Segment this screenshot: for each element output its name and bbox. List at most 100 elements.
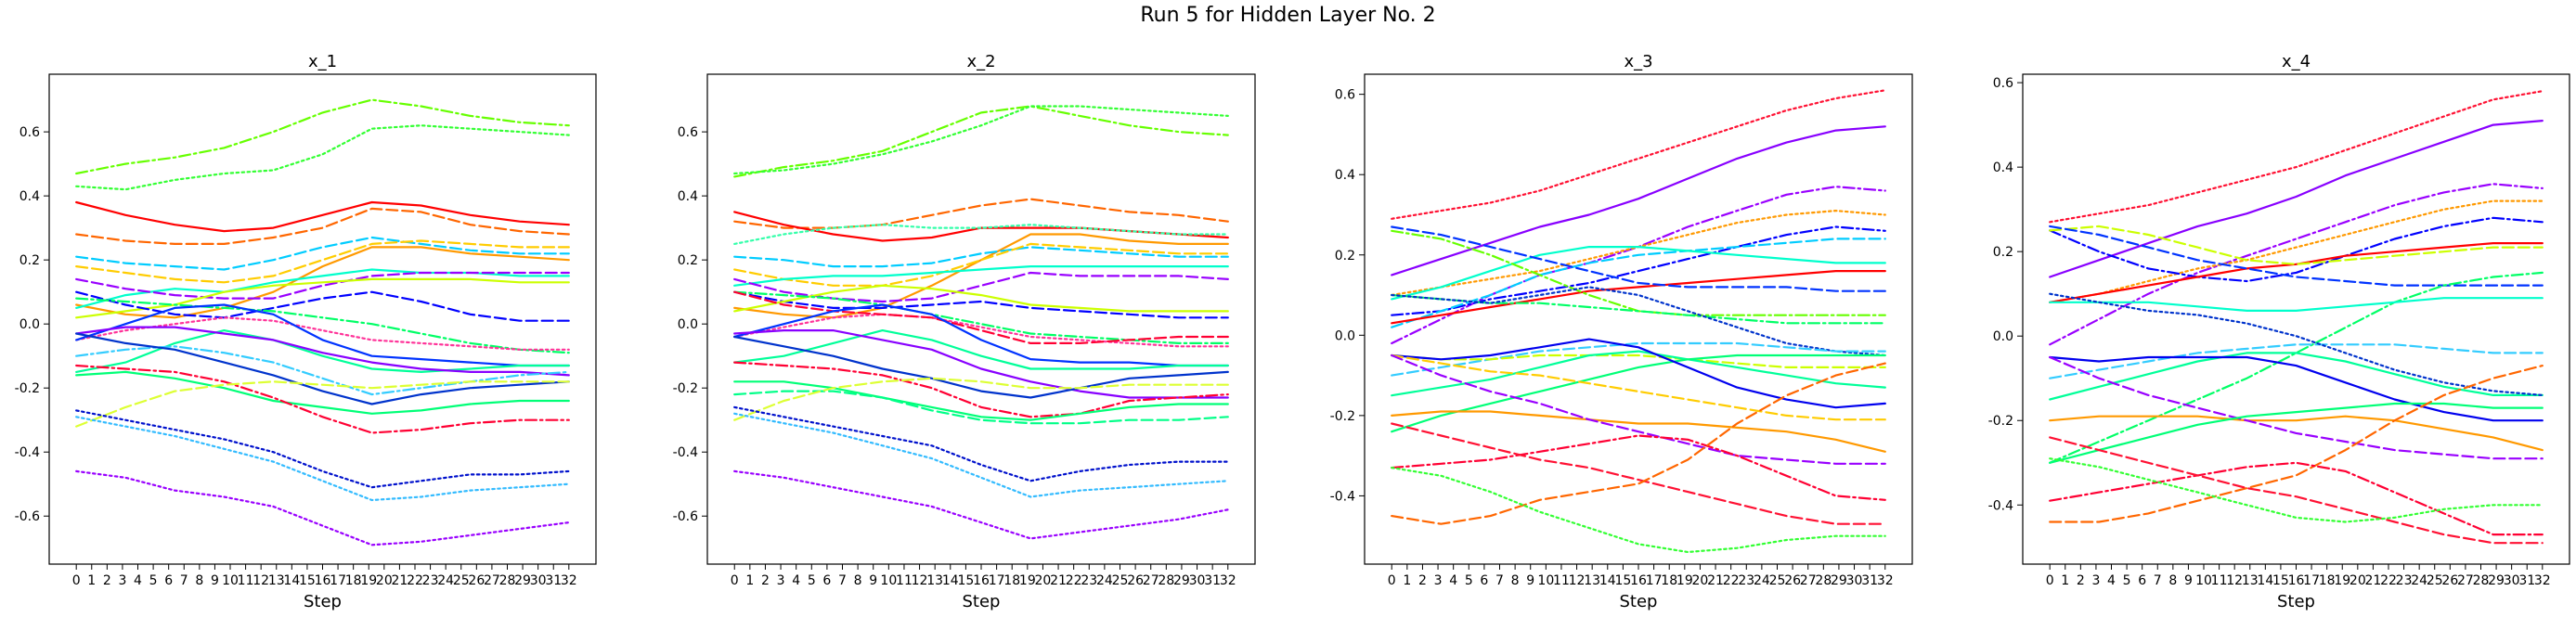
series-line-x_3-15 — [1391, 353, 1886, 433]
x-tick-label: 22 — [1723, 573, 1740, 588]
series-line-x_3-8 — [1391, 225, 1886, 292]
y-tick-label: -0.2 — [673, 381, 698, 396]
x-tick-label: 10 — [1537, 573, 1554, 588]
x-tick-label: 11 — [1553, 573, 1570, 588]
series-line-x_3-17 — [1391, 353, 1886, 421]
series-line-x_4-5 — [2049, 242, 2544, 303]
series-line-x_1-10 — [75, 290, 570, 322]
series-line-x_1-23 — [75, 469, 570, 546]
series-line-x_3-21 — [1391, 422, 1886, 525]
x-tick-label: 6 — [822, 573, 831, 588]
x-tick-label: 17 — [989, 573, 1005, 588]
x-tick-label: 7 — [180, 573, 188, 588]
series-line-x_3-19 — [1391, 353, 1886, 465]
x-tick-label: 24 — [2411, 573, 2427, 588]
x-tick-label: 15 — [2272, 573, 2289, 588]
series-line-x_3-18 — [1391, 410, 1886, 453]
x-tick-label: 27 — [2457, 573, 2474, 588]
series-line-x_4-15 — [2049, 355, 2544, 460]
x-tick-label: 0 — [731, 573, 739, 588]
x-tick-label: 18 — [345, 573, 362, 588]
x-tick-label: 20 — [1035, 573, 1052, 588]
series-line-x_4-6 — [2049, 225, 2544, 265]
x-tick-label: 4 — [1449, 573, 1457, 588]
panel-title-x_1: x_1 — [308, 52, 337, 71]
x-tick-label: 23 — [1738, 573, 1754, 588]
y-tick-label: -0.2 — [1988, 414, 2013, 429]
x-tick-label: 29 — [1831, 573, 1847, 588]
series-line-x_1-11 — [75, 297, 570, 354]
x-tick-label: 28 — [1158, 573, 1174, 588]
series-line-x_2-7 — [733, 242, 1229, 287]
x-tick-label: 26 — [468, 573, 485, 588]
series-line-x_3-11 — [1391, 286, 1886, 357]
series-line-x_2-4 — [733, 224, 1229, 245]
x-tick-label: 9 — [211, 573, 219, 588]
x-tick-label: 22 — [407, 573, 423, 588]
x-tick-label: 19 — [2334, 573, 2350, 588]
x-tick-label: 28 — [2473, 573, 2490, 588]
x-tick-label: 16 — [1630, 573, 1647, 588]
series-line-x_2-13 — [733, 313, 1229, 348]
series-line-x_2-11 — [733, 284, 1229, 313]
x-tick-label: 29 — [1173, 573, 1190, 588]
x-tick-label: 21 — [2364, 573, 2381, 588]
x-tick-label: 11 — [896, 573, 913, 588]
x-tick-label: 15 — [957, 573, 974, 588]
y-tick-label: -0.2 — [1330, 409, 1355, 424]
x-tick-label: 14 — [2257, 573, 2273, 588]
x-tick-label: 28 — [1815, 573, 1832, 588]
series-line-x_4-12 — [2049, 292, 2544, 396]
x-tick-label: 21 — [1050, 573, 1067, 588]
series-line-x_2-14 — [733, 290, 1229, 344]
y-tick-label: 0.6 — [1335, 88, 1355, 103]
series-line-x_2-22 — [733, 377, 1229, 421]
y-tick-label: 0.2 — [1993, 245, 2013, 260]
x-tick-label: 31 — [1861, 573, 1878, 588]
series-line-x_1-5 — [75, 239, 570, 284]
y-tick-label: 0.0 — [678, 317, 698, 332]
x-tick-label: 13 — [268, 573, 285, 588]
x-tick-label: 13 — [1584, 573, 1600, 588]
x-tick-label: 32 — [2534, 573, 2551, 588]
series-line-x_2-19 — [733, 361, 1229, 418]
x-tick-label: 14 — [283, 573, 300, 588]
y-tick-label: -0.2 — [15, 381, 40, 396]
series-line-x_4-8 — [2049, 271, 2544, 464]
x-tick-label: 29 — [514, 573, 531, 588]
x-tick-label: 5 — [149, 573, 158, 588]
x-tick-label: 1 — [1403, 573, 1411, 588]
x-tick-label: 17 — [1646, 573, 1663, 588]
x-tick-label: 25 — [453, 573, 470, 588]
series-line-x_4-18 — [2049, 461, 2544, 536]
series-line-x_4-19 — [2049, 436, 2544, 545]
y-tick-label: 0.2 — [1335, 249, 1355, 264]
x-axis-label-x_2: Step — [963, 592, 1001, 611]
series-line-x_4-3 — [2049, 199, 2544, 303]
x-tick-label: 25 — [2427, 573, 2443, 588]
x-tick-label: 1 — [745, 573, 754, 588]
series-line-x_3-12 — [1391, 341, 1886, 377]
x-tick-label: 24 — [1096, 573, 1113, 588]
panel-title-x_2: x_2 — [966, 52, 995, 71]
x-tick-label: 5 — [808, 573, 816, 588]
x-tick-label: 16 — [315, 573, 331, 588]
y-tick-label: 0.0 — [19, 317, 40, 332]
x-tick-label: 9 — [2184, 573, 2193, 588]
x-tick-label: 10 — [2195, 573, 2212, 588]
series-line-x_1-12 — [75, 316, 570, 351]
series-line-x_2-3 — [733, 211, 1229, 242]
x-tick-label: 23 — [422, 573, 439, 588]
x-tick-label: 27 — [1143, 573, 1159, 588]
series-line-x_2-16 — [733, 329, 1229, 370]
x-tick-label: 31 — [1204, 573, 1221, 588]
series-line-x_1-4 — [75, 236, 570, 271]
y-tick-label: 0.2 — [678, 253, 698, 268]
x-tick-label: 9 — [1526, 573, 1534, 588]
x-tick-label: 8 — [195, 573, 203, 588]
x-tick-label: 25 — [1769, 573, 1786, 588]
x-tick-label: 21 — [1707, 573, 1724, 588]
series-line-x_2-2 — [733, 198, 1229, 229]
axes-frame-x_4 — [2022, 73, 2570, 565]
